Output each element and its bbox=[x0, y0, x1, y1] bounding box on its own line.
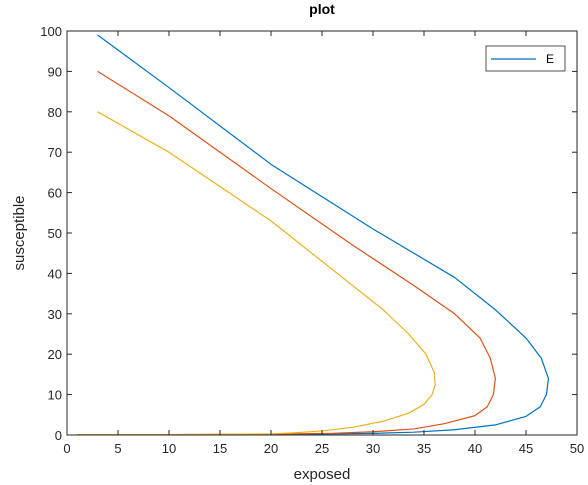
x-tick-label: 15 bbox=[213, 441, 227, 456]
y-tick-label: 100 bbox=[40, 24, 62, 39]
x-tick-label: 5 bbox=[114, 441, 121, 456]
series-layer bbox=[77, 34, 550, 436]
x-tick-label: 50 bbox=[570, 441, 584, 456]
x-tick-label: 40 bbox=[468, 441, 482, 456]
x-tick-label: 25 bbox=[315, 441, 329, 456]
x-axis-label: exposed bbox=[294, 466, 351, 483]
y-tick-label: 60 bbox=[48, 186, 62, 201]
y-tick-label: 80 bbox=[48, 105, 62, 120]
x-tick-label: 0 bbox=[63, 441, 70, 456]
y-tick-label: 30 bbox=[48, 307, 62, 322]
y-tick-label: 90 bbox=[48, 64, 62, 79]
y-tick-label: 40 bbox=[48, 266, 62, 281]
y-tick-label: 50 bbox=[48, 226, 62, 241]
x-tick-label: 10 bbox=[162, 441, 176, 456]
y-tick-label: 0 bbox=[55, 428, 62, 443]
y-tick-label: 70 bbox=[48, 145, 62, 160]
y-tick-label: 20 bbox=[48, 347, 62, 362]
plot-area bbox=[67, 31, 577, 435]
chart-title: plot bbox=[309, 1, 335, 17]
x-tick-label: 20 bbox=[264, 441, 278, 456]
legend-label-e: E bbox=[546, 52, 554, 66]
y-axis-label: susceptible bbox=[11, 195, 28, 270]
legend: E bbox=[485, 45, 566, 72]
tick-layer: 0 5 10 15 20 25 30 35 40 45 50 0 10 20 30 40 50 60 70 80 90 1… bbox=[40, 24, 584, 456]
x-tick-label: 45 bbox=[519, 441, 533, 456]
y-tick-label: 10 bbox=[48, 388, 62, 403]
x-tick-label: 35 bbox=[417, 441, 431, 456]
axes-box bbox=[66, 30, 578, 436]
series-line-3 bbox=[77, 111, 436, 436]
x-tick-label: 30 bbox=[366, 441, 380, 456]
